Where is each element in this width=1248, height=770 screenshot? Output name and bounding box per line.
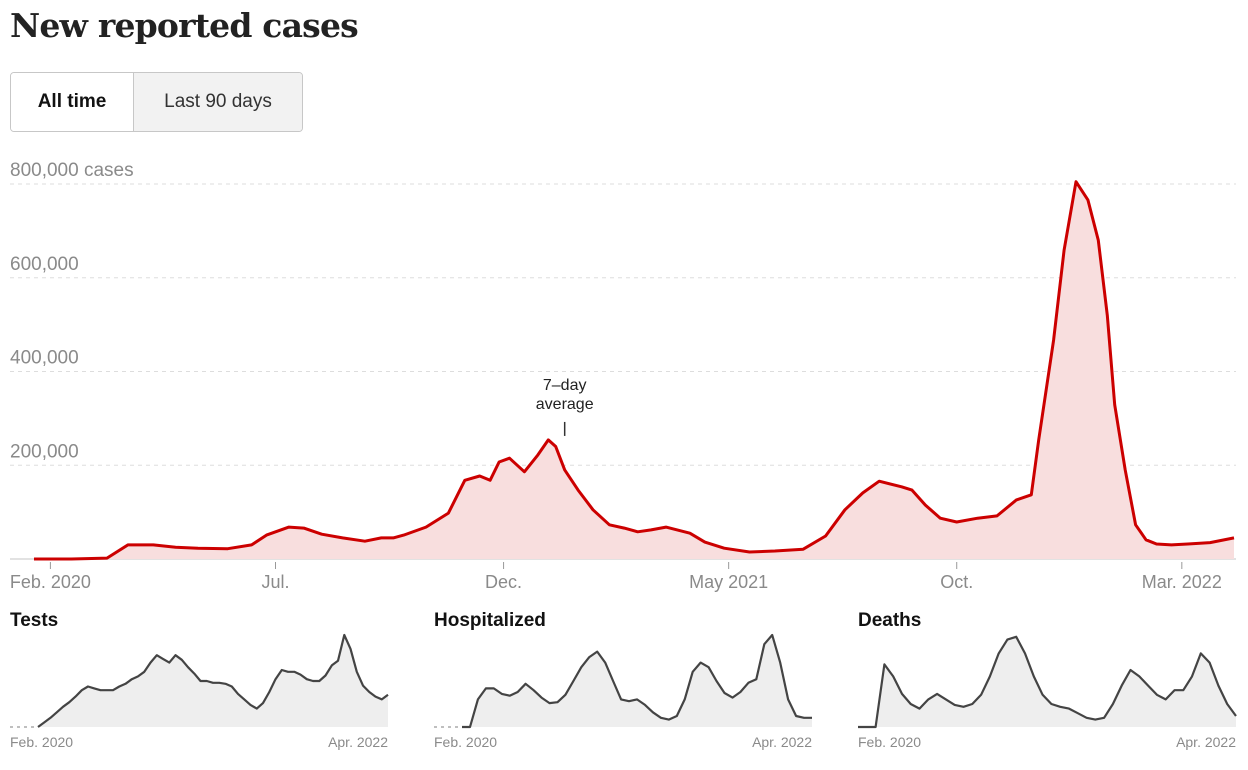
tests-title: Tests [10,610,59,631]
time-range-toggle: All time Last 90 days [10,72,303,132]
y-tick-label: 800,000 cases [10,160,134,181]
spark-line [462,633,812,729]
x-tick-label: Oct. [940,572,973,592]
hospitalized-sparkline: Feb. 2020 Apr. 2022 Hospitalized [434,605,814,770]
last-90-days-button[interactable]: Last 90 days [134,73,302,131]
deaths-sparkline: Feb. 2020 Apr. 2022 Deaths [858,605,1238,770]
page-title: New reported cases [10,6,359,45]
y-tick-label: 400,000 [10,348,79,369]
spark-start-label: Feb. 2020 [10,734,73,750]
hospitalized-title: Hospitalized [434,610,546,631]
cases-7day-line [34,180,1235,561]
x-tick-label: Mar. 2022 [1142,572,1222,592]
x-tick-label: Feb. 2020 [10,572,91,592]
y-tick-label: 600,000 [10,254,79,275]
deaths-title: Deaths [858,610,922,631]
annotation-label-line1: 7–day [543,377,587,394]
spark-end-label: Apr. 2022 [328,734,388,750]
main-cases-chart: 200,000 400,000 600,000 800,000 cases Feb. 2… [10,160,1236,592]
all-time-button[interactable]: All time [11,73,134,131]
spark-end-label: Apr. 2022 [1176,734,1236,750]
annotation-label-line2: average [536,396,594,413]
cases-area [34,181,1234,559]
spark-area [38,635,388,727]
x-tick-label: May 2021 [689,572,768,592]
spark-end-label: Apr. 2022 [752,734,812,750]
spark-line [37,633,389,728]
spark-start-label: Feb. 2020 [434,734,497,750]
x-tick-label: Dec. [485,572,522,592]
spark-line [858,635,1237,729]
spark-area [462,635,812,727]
x-tick-label: Jul. [261,572,289,592]
y-tick-label: 200,000 [10,441,79,462]
spark-start-label: Feb. 2020 [858,734,921,750]
spark-area [858,636,1236,727]
tests-sparkline: Feb. 2020 Apr. 2022 Tests [10,605,390,770]
